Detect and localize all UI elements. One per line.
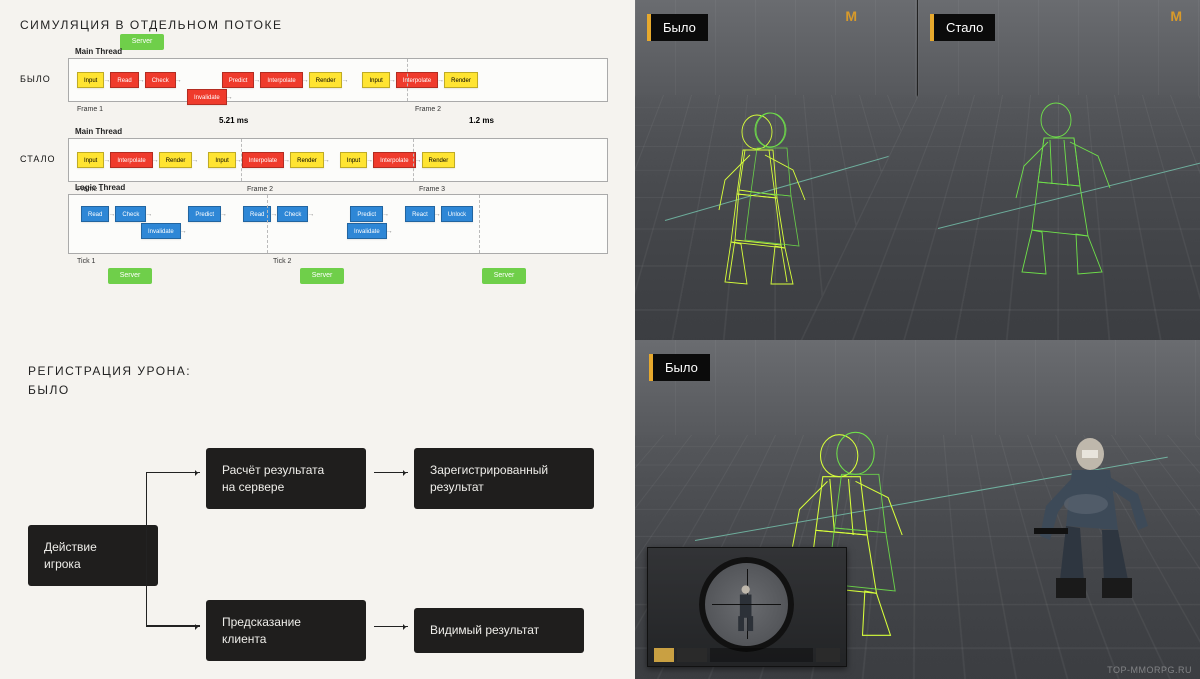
block-read: Read [110, 72, 138, 88]
mb: Interpolate [110, 152, 152, 168]
after-tag: Стало [930, 14, 995, 41]
node-registered: Зарегистрированныйрезультат [414, 448, 594, 508]
node-text: Расчёт результатана сервере [222, 463, 324, 493]
arrow [146, 626, 200, 627]
timing-1: 5.21 ms [219, 116, 248, 125]
elbow-up [146, 472, 200, 552]
game-bylo-panel: Было [635, 340, 1200, 679]
lb: Predict [350, 206, 383, 222]
lb: Check [115, 206, 146, 222]
mb: Input [340, 152, 367, 168]
title-l2: БЫЛО [28, 383, 70, 397]
before-label: БЫЛО [20, 74, 51, 84]
lb: React [405, 206, 435, 222]
damage-registration-panel: РЕГИСТРАЦИЯ УРОНА: БЫЛО Действиеигрока Р… [0, 340, 635, 679]
node-text: Действиеигрока [44, 540, 97, 570]
block-interpolate: Interpolate [260, 72, 302, 88]
server-chip: Server [108, 268, 152, 284]
f3: Frame 3 [419, 186, 445, 193]
node-text: Видимый результат [430, 623, 539, 637]
wireframe-after: M Стало [917, 0, 1200, 340]
before-diagram: БЫЛО Main Thread Input Read Check Invali… [20, 58, 615, 102]
server-chip: Server [300, 268, 344, 284]
lb: Invalidate [347, 223, 387, 239]
elbow-down [146, 552, 200, 626]
node-server-calc: Расчёт результатана сервере [206, 448, 366, 508]
node-text: Зарегистрированныйрезультат [430, 463, 548, 493]
f2: Frame 2 [247, 186, 273, 193]
soldier-model [1030, 430, 1160, 630]
arrow [374, 472, 408, 473]
title-l1: РЕГИСТРАЦИЯ УРОНА: [28, 364, 191, 378]
marker-icon: M [845, 8, 857, 24]
arrow [374, 626, 408, 627]
logic-thread-title: Logic Thread [75, 183, 125, 192]
node-player-action: Действиеигрока [28, 525, 158, 585]
frame2-label: Frame 2 [415, 106, 441, 113]
panel-title: СИМУЛЯЦИЯ В ОТДЕЛЬНОМ ПОТОКЕ [20, 18, 615, 32]
wireframe-figure-before [695, 110, 825, 290]
mb: Input [77, 152, 104, 168]
mb: Interpolate [373, 152, 415, 168]
block-interpolate-2: Interpolate [396, 72, 438, 88]
mb: Interpolate [242, 152, 284, 168]
mb: Render [159, 152, 193, 168]
node-visible: Видимый результат [414, 608, 584, 652]
lb: Check [277, 206, 308, 222]
arrow [146, 472, 200, 473]
tick1: Tick 1 [77, 258, 95, 265]
mb: Render [422, 152, 456, 168]
block-invalidate: Invalidate [187, 89, 227, 105]
simulation-thread-panel: СИМУЛЯЦИЯ В ОТДЕЛЬНОМ ПОТОКЕ Server БЫЛО… [0, 0, 635, 340]
block-input: Input [77, 72, 104, 88]
mb: Input [208, 152, 235, 168]
main-thread-title: Main Thread [75, 47, 122, 56]
bylo-tag: Было [649, 354, 710, 381]
lb: Predict [188, 206, 221, 222]
server-chip: Server [482, 268, 526, 284]
block-render-2: Render [444, 72, 478, 88]
after-label: СТАЛО [20, 154, 56, 164]
before-tag: Было [647, 14, 708, 41]
block-check: Check [145, 72, 176, 88]
block-render: Render [309, 72, 343, 88]
node-text: Предсказаниеклиента [222, 615, 301, 645]
after-diagram: СТАЛО Main Thread Input Interpolate Rend… [20, 138, 615, 254]
frame1-label: Frame 1 [77, 106, 103, 113]
lb: Read [81, 206, 109, 222]
node-client-pred: Предсказаниеклиента [206, 600, 366, 660]
lb: Invalidate [141, 223, 181, 239]
block-predict: Predict [222, 72, 255, 88]
scope-inset [647, 547, 847, 667]
timing-2: 1.2 ms [469, 116, 494, 125]
block-input-2: Input [362, 72, 389, 88]
panel-title-2: РЕГИСТРАЦИЯ УРОНА: БЫЛО [28, 362, 607, 400]
marker-icon: M [1170, 8, 1182, 24]
mb: Render [290, 152, 324, 168]
main-thread-title-2: Main Thread [75, 127, 122, 136]
wireframe-compare-panel: M Было [635, 0, 1200, 340]
flowchart: Действиеигрока Расчёт результатана серве… [28, 430, 607, 660]
server-chip: Server [120, 34, 164, 50]
lb: Unlock [441, 206, 473, 222]
wireframe-figure-after [998, 100, 1128, 280]
tick2: Tick 2 [273, 258, 291, 265]
watermark: TOP-MMORPG.RU [1107, 665, 1192, 675]
